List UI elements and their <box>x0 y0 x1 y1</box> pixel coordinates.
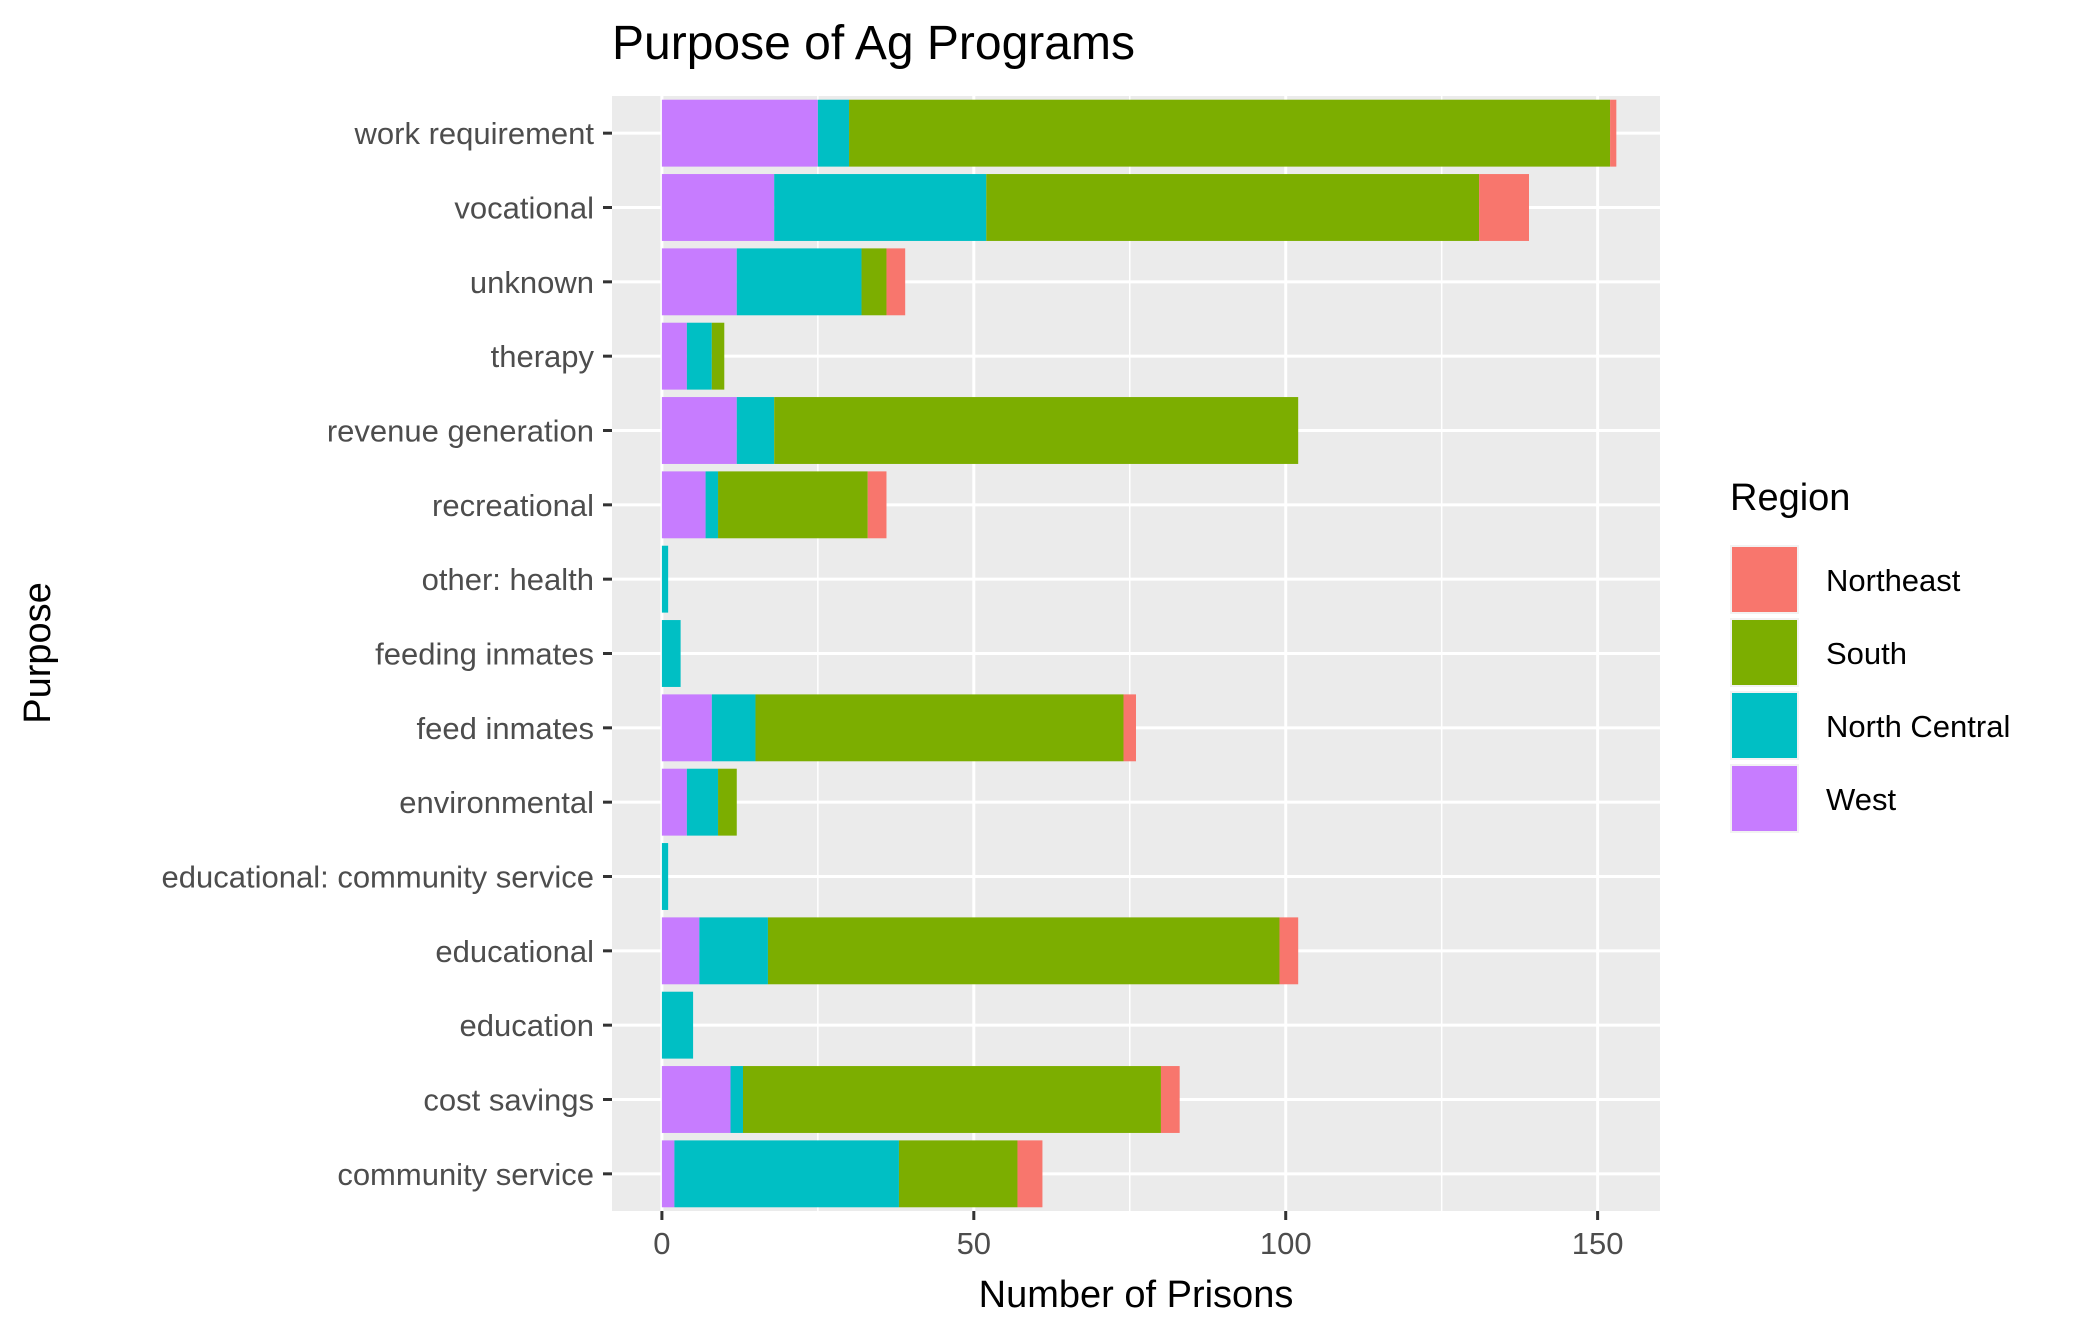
y-tick-label: work requirement <box>354 116 595 151</box>
bar-vocational-northeast <box>1479 174 1529 241</box>
bar-revenue-generation-north-central <box>736 397 775 464</box>
bar-feed-inmates-northeast <box>1123 694 1136 762</box>
bar-educational-northeast <box>1279 917 1299 985</box>
y-tick-label: community service <box>337 1157 594 1192</box>
legend-item-west: West <box>1730 764 1896 833</box>
bar-unknown-south <box>861 248 887 316</box>
x-tick-label: 50 <box>957 1226 991 1261</box>
y-tick-label: vocational <box>454 191 594 226</box>
y-tick-label: therapy <box>491 339 595 374</box>
y-tick-label: recreational <box>432 488 594 523</box>
bar-cost-savings-north-central <box>730 1066 743 1133</box>
legend: Region Northeast South North Central West <box>1730 477 2010 833</box>
bar-education-north-central <box>661 991 694 1059</box>
bar-feed-inmates-north-central <box>711 694 756 762</box>
legend-swatch <box>1732 620 1797 685</box>
bar-work-requirement-north-central <box>817 99 850 167</box>
bars <box>661 99 1617 1208</box>
bar-educational-west <box>661 917 700 985</box>
legend-label: South <box>1826 636 1907 671</box>
legend-item-northeast: Northeast <box>1730 545 1961 614</box>
bar-feed-inmates-south <box>755 694 1124 762</box>
bar-recreational-south <box>718 471 868 539</box>
x-tick-label: 150 <box>1572 1226 1624 1261</box>
x-tick-label: 100 <box>1260 1226 1312 1261</box>
x-tick-label: 0 <box>653 1226 670 1261</box>
bar-educational-north-central <box>699 917 768 985</box>
bar-therapy-north-central <box>686 322 712 390</box>
bar-educational-community-service-north-central <box>661 843 669 910</box>
bar-feed-inmates-west <box>661 694 712 762</box>
bar-feeding-inmates-north-central <box>661 620 681 687</box>
bar-work-requirement-south <box>849 99 1611 167</box>
bar-community-service-south <box>898 1140 1018 1208</box>
bar-therapy-south <box>711 322 725 390</box>
bar-recreational-north-central <box>705 471 719 539</box>
bar-educational-south <box>767 917 1280 985</box>
bar-cost-savings-west <box>661 1066 731 1133</box>
legend-title: Region <box>1730 477 1850 519</box>
bar-environmental-south <box>718 768 737 836</box>
x-axis: 0 50 100 150 <box>653 1211 1623 1261</box>
y-tick-label: education <box>460 1008 594 1043</box>
chart-title: Purpose of Ag Programs <box>612 17 1135 70</box>
bar-environmental-west <box>661 768 687 836</box>
y-axis-title: Purpose <box>17 582 59 724</box>
bar-community-service-west <box>661 1140 675 1208</box>
legend-swatch <box>1732 766 1797 831</box>
y-tick-label: revenue generation <box>327 414 594 449</box>
bar-work-requirement-northeast <box>1610 99 1617 167</box>
legend-item-north-central: North Central <box>1730 691 2010 760</box>
bar-unknown-west <box>661 248 737 316</box>
y-tick-label: feed inmates <box>417 711 595 746</box>
bar-revenue-generation-west <box>661 397 737 464</box>
y-tick-label: environmental <box>399 785 594 820</box>
x-axis-title: Number of Prisons <box>979 1274 1294 1316</box>
legend-swatch <box>1732 547 1797 612</box>
bar-other-health-north-central <box>661 545 669 613</box>
legend-swatch <box>1732 693 1797 758</box>
y-axis: community service cost savings education ed… <box>162 116 612 1192</box>
y-tick-label: educational: community service <box>162 860 594 895</box>
legend-label: West <box>1826 782 1896 817</box>
y-tick-label: feeding inmates <box>375 637 594 672</box>
bar-unknown-northeast <box>886 248 906 316</box>
bar-community-service-north-central <box>674 1140 899 1208</box>
bar-recreational-northeast <box>867 471 887 539</box>
bar-cost-savings-south <box>743 1066 1161 1133</box>
bar-recreational-west <box>661 471 706 539</box>
bar-therapy-west <box>661 322 687 390</box>
y-tick-label: other: health <box>422 562 594 597</box>
y-tick-label: cost savings <box>423 1083 594 1118</box>
bar-vocational-south <box>986 174 1480 241</box>
bar-vocational-west <box>661 174 775 241</box>
bar-cost-savings-northeast <box>1160 1066 1180 1133</box>
bar-revenue-generation-south <box>774 397 1299 464</box>
legend-item-south: South <box>1730 618 1907 687</box>
legend-label: North Central <box>1826 709 2010 744</box>
bar-community-service-northeast <box>1017 1140 1043 1208</box>
bar-work-requirement-west <box>661 99 818 167</box>
legend-label: Northeast <box>1826 563 1961 598</box>
y-tick-label: educational <box>435 934 594 969</box>
bar-vocational-north-central <box>774 174 987 241</box>
bar-unknown-north-central <box>736 248 862 316</box>
bar-environmental-north-central <box>686 768 719 836</box>
y-tick-label: unknown <box>470 265 594 300</box>
